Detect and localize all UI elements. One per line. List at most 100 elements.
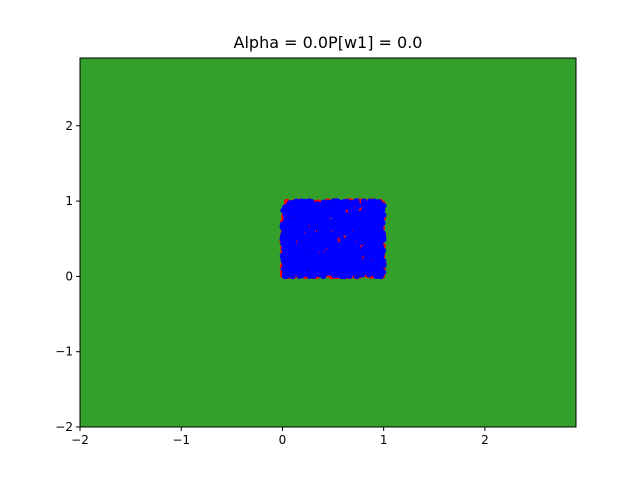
scatter-point <box>357 249 364 256</box>
scatter-point <box>288 234 295 241</box>
scatter-point <box>371 266 378 273</box>
y-tick-label: 1 <box>65 194 73 208</box>
scatter-point <box>337 232 344 239</box>
scatter-point <box>373 246 380 253</box>
scatter-point <box>334 198 341 205</box>
x-tick-label: 0 <box>279 433 287 447</box>
scatter-point <box>337 265 344 272</box>
scatter-point <box>366 269 373 276</box>
scatter-point <box>294 268 301 275</box>
y-tick-label: −2 <box>55 420 73 434</box>
scatter-point <box>323 221 330 228</box>
scatter-point <box>338 214 345 221</box>
scatter-point <box>301 266 308 273</box>
scatter-point <box>335 270 342 277</box>
scatter-point <box>345 259 352 266</box>
scatter-point <box>349 220 356 227</box>
scatter-point <box>303 226 310 233</box>
scatter-point <box>332 240 339 247</box>
scatter-point <box>285 262 292 269</box>
scatter-point <box>375 272 382 279</box>
scatter-point <box>323 251 330 258</box>
scatter-point <box>311 271 318 278</box>
scatter-point <box>347 241 354 248</box>
scatter-point <box>351 244 358 251</box>
scatter-point <box>287 227 294 234</box>
scatter-point <box>290 257 297 264</box>
scatter-point <box>281 273 288 280</box>
scatter-point <box>377 201 384 208</box>
scatter-point <box>312 263 319 270</box>
scatter-point <box>317 202 324 209</box>
scatter-point <box>361 200 368 207</box>
scatter-point <box>347 205 354 212</box>
scatter-point <box>325 229 332 236</box>
scatter-point <box>364 237 371 244</box>
scatter-point <box>325 201 332 208</box>
scatter-point <box>331 223 338 230</box>
scatter-point <box>290 211 297 218</box>
scatter-point <box>323 238 330 245</box>
scatter-point <box>370 216 377 223</box>
scatter-point <box>352 229 359 236</box>
y-tick-label: −1 <box>55 345 73 359</box>
scatter-point <box>368 202 375 209</box>
scatter-point <box>375 234 382 241</box>
scatter-point <box>357 261 364 268</box>
scatter-point <box>308 267 315 274</box>
scatter-point <box>365 246 372 253</box>
x-tick-label: 2 <box>481 433 489 447</box>
scatter-point <box>342 218 349 225</box>
scatter-point <box>379 206 386 213</box>
scatter-point <box>355 266 362 273</box>
scatter-point <box>293 225 300 232</box>
axes-frame <box>79 57 577 428</box>
scatter-point <box>380 212 387 219</box>
scatter-point <box>368 251 375 258</box>
scatter-point <box>380 269 387 276</box>
scatter-point <box>293 198 300 205</box>
scatter-point <box>357 239 364 246</box>
y-tick-label: 2 <box>65 119 73 133</box>
scatter-point <box>334 209 341 216</box>
scatter-point <box>300 246 307 253</box>
scatter-point <box>296 219 303 226</box>
scatter-point <box>331 250 338 257</box>
scatter-point <box>288 268 295 275</box>
scatter-point <box>373 253 380 260</box>
x-axis-ticks: −2 −1 0 1 2 <box>71 427 489 447</box>
scatter-point <box>357 271 364 278</box>
scatter-point <box>380 236 387 243</box>
scatter-point <box>341 229 348 236</box>
y-tick-label: 0 <box>65 269 73 283</box>
scatter-point <box>290 239 297 246</box>
scatter-point <box>364 211 371 218</box>
scatter-points <box>279 198 387 280</box>
scatter-point <box>309 231 316 238</box>
scatter-point <box>299 235 306 242</box>
scatter-point <box>284 238 291 245</box>
scatter-point <box>350 254 357 261</box>
scatter-point <box>319 219 326 226</box>
scatter-point <box>296 272 303 279</box>
scatter-point <box>320 265 327 272</box>
plot-area <box>79 57 577 428</box>
scatter-point <box>326 244 333 251</box>
scatter-point <box>313 258 320 265</box>
scatter-point <box>314 217 321 224</box>
scatter-point <box>331 264 338 271</box>
scatter-point <box>339 250 346 257</box>
scatter-point <box>344 246 351 253</box>
scatter-point <box>353 198 360 205</box>
scatter-point <box>363 222 370 229</box>
scatter-point <box>374 258 381 265</box>
scatter-point <box>282 251 289 258</box>
scatter-point <box>350 260 357 267</box>
scatter-point <box>279 221 286 228</box>
scatter-point <box>304 262 311 269</box>
scatter-point <box>308 200 315 207</box>
scatter-point <box>366 259 373 266</box>
scatter-point <box>320 273 327 280</box>
scatter-point <box>357 230 364 237</box>
scatter-point <box>368 224 375 231</box>
